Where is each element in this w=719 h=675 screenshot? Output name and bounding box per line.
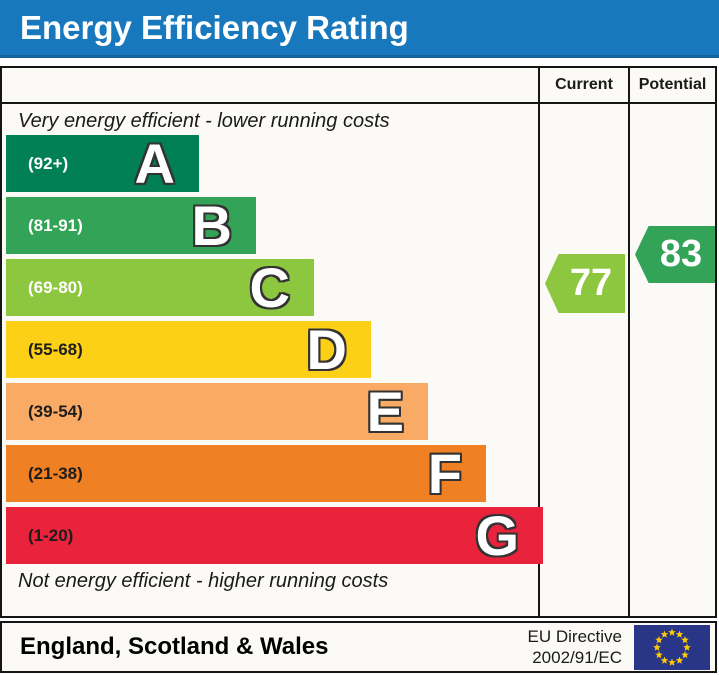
current-column-divider xyxy=(538,104,540,616)
current-rating-arrow: 77 xyxy=(545,254,625,313)
band-range-label: (92+) xyxy=(28,153,69,173)
rating-band-e: (39-54) E xyxy=(6,383,428,440)
eu-directive-label: EU Directive 2002/91/EC xyxy=(528,626,622,669)
potential-rating-arrow: 83 xyxy=(635,226,715,283)
band-letter: G xyxy=(475,503,519,567)
band-range-label: (21-38) xyxy=(28,463,83,483)
rating-band-g: (1-20) G xyxy=(6,507,543,564)
rating-band-b: (81-91) B xyxy=(6,197,256,254)
band-range-label: (1-20) xyxy=(28,525,74,545)
band-range-label: (39-54) xyxy=(28,401,83,421)
table-body: Very energy efficient - lower running co… xyxy=(2,104,715,616)
rating-band-c: (69-80) C xyxy=(6,259,314,316)
potential-rating-value: 83 xyxy=(659,233,703,275)
eu-flag-icon xyxy=(634,624,710,670)
band-letter: D xyxy=(306,317,347,381)
band-range-label: (69-80) xyxy=(28,277,83,297)
band-range-label: (81-91) xyxy=(28,215,83,235)
eu-directive-line2: 2002/91/EC xyxy=(532,648,622,667)
rating-table: Current Potential Very energy efficient … xyxy=(0,66,717,618)
title-bar: Energy Efficiency Rating xyxy=(0,0,719,58)
header-current-cell: Current xyxy=(538,68,628,102)
bottom-note: Not energy efficient - higher running co… xyxy=(18,570,389,592)
top-note: Very energy efficient - lower running co… xyxy=(18,110,390,132)
eu-directive-line1: EU Directive xyxy=(527,626,622,646)
band-letter: A xyxy=(134,131,175,195)
footer: England, Scotland & Wales EU Directive 2… xyxy=(0,621,717,673)
header-spacer-cell xyxy=(2,68,538,102)
rating-band-d: (55-68) D xyxy=(6,321,371,378)
potential-column-divider xyxy=(628,104,630,616)
band-letter: B xyxy=(191,193,232,257)
header-potential-cell: Potential xyxy=(628,68,715,102)
table-header-row: Current Potential xyxy=(2,68,715,104)
page-title: Energy Efficiency Rating xyxy=(20,8,409,46)
region-label: England, Scotland & Wales xyxy=(20,633,329,660)
potential-column-label: Potential xyxy=(638,76,707,93)
band-range-label: (55-68) xyxy=(28,339,83,359)
rating-band-a: (92+) A xyxy=(6,135,199,192)
rating-band-f: (21-38) F xyxy=(6,445,486,502)
rating-bands: (92+) A (81-91) B (69-80) C (55-68) D (39-54) E (2… xyxy=(6,135,543,569)
current-column-label: Current xyxy=(555,76,613,93)
band-letter: C xyxy=(249,255,290,319)
band-letter: F xyxy=(427,441,462,505)
band-letter: E xyxy=(366,379,404,443)
current-rating-value: 77 xyxy=(569,262,613,304)
